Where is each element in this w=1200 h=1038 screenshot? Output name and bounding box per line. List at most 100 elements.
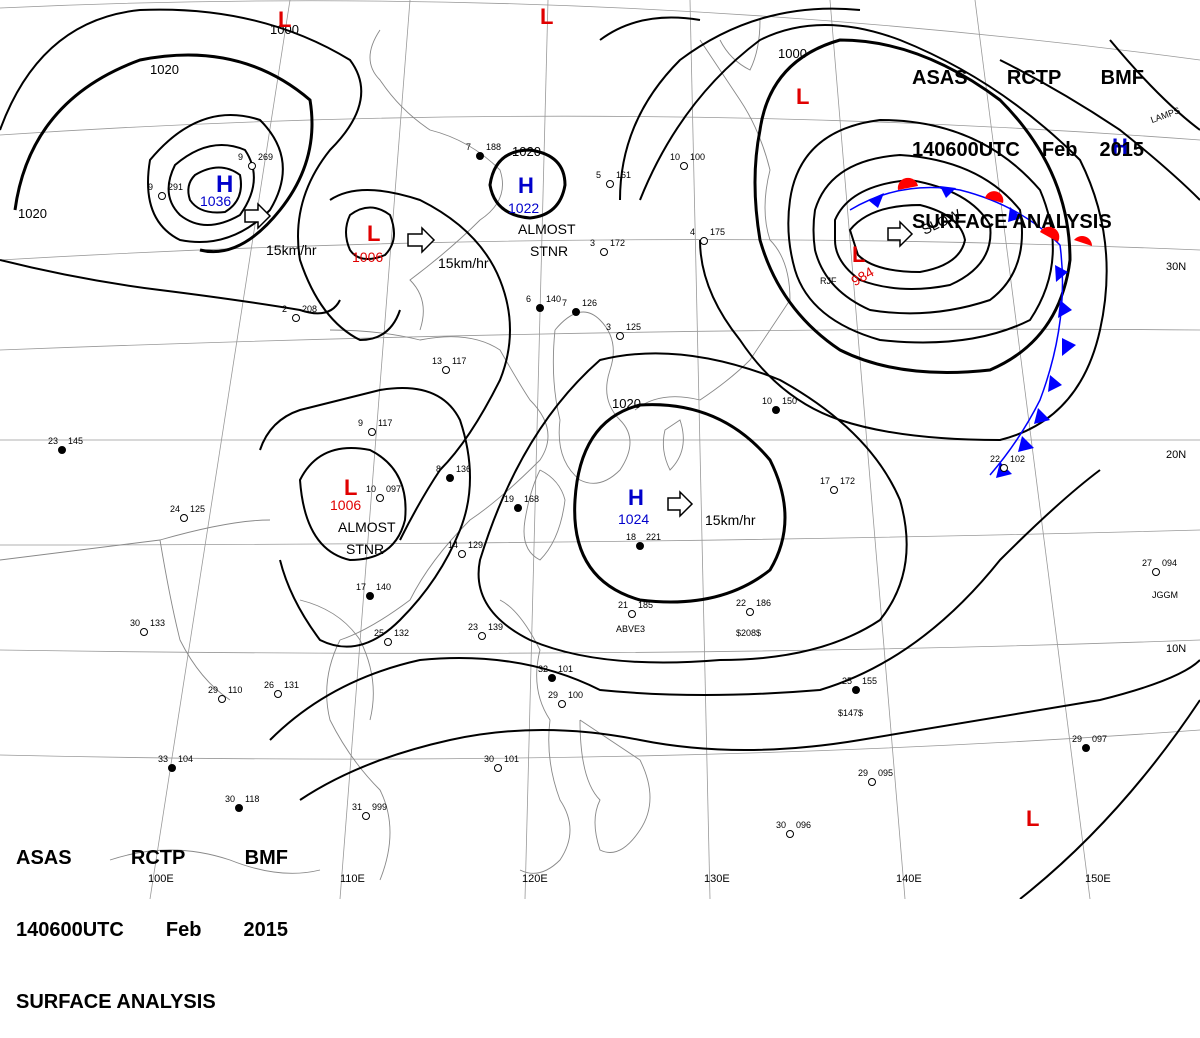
station-plot: 24 125 — [170, 504, 205, 522]
station-pressure: 132 — [394, 628, 409, 638]
station-pressure: 097 — [386, 484, 401, 494]
isobar — [0, 259, 341, 315]
station-pressure: 125 — [626, 322, 641, 332]
longitude-label: 120E — [522, 873, 548, 885]
station-temp: 18 — [626, 532, 636, 542]
annotation: $208$ — [736, 628, 761, 638]
station-plot: 17 140 — [356, 582, 391, 600]
high-symbol: H — [628, 485, 644, 510]
isobar — [619, 7, 861, 201]
station-plot: 10 097 — [366, 484, 401, 502]
station-pressure: 096 — [796, 820, 811, 830]
station-temp: 9 — [238, 152, 243, 162]
station-circle-icon — [274, 690, 282, 698]
cold-front-triangles — [868, 186, 1076, 478]
map-title-bottom: ASAS RCTP BMF 140600UTC Feb 2015 SURFACE ANA… — [16, 798, 288, 1038]
station-pressure: 150 — [782, 396, 797, 406]
station-temp: 30 — [776, 820, 786, 830]
station-circle-icon — [218, 695, 226, 703]
station-pressure: 269 — [258, 152, 273, 162]
station-temp: 4 — [690, 227, 695, 237]
station-temp: 24 — [170, 504, 180, 514]
station-pressure: 100 — [568, 690, 583, 700]
low-symbol: L — [540, 4, 553, 29]
low-symbol: L — [367, 221, 380, 246]
station-circle-icon — [600, 248, 608, 256]
station-plot: 22 102 — [990, 454, 1025, 472]
station-plot: 6 140 — [526, 294, 561, 312]
station-pressure: 101 — [504, 754, 519, 764]
arrow-icon — [887, 220, 914, 248]
isobar — [999, 59, 1200, 201]
station-pressure: 291 — [168, 182, 183, 192]
datetime: 140600UTC — [912, 139, 1020, 161]
station-plot: 14 129 — [448, 540, 483, 558]
station-plot: 30 096 — [776, 820, 811, 838]
station-temp: 5 — [596, 170, 601, 180]
occluded-front — [849, 177, 1092, 478]
station-temp: 26 — [264, 680, 274, 690]
station-temp: 8 — [436, 464, 441, 474]
station-circle-icon — [376, 494, 384, 502]
station-temp: 29 — [1072, 734, 1082, 744]
station-temp: 3 — [590, 238, 595, 248]
year: 2015 — [1099, 139, 1145, 161]
station-circle-icon — [58, 446, 66, 454]
station-temp: 10 — [762, 396, 772, 406]
isobar — [329, 189, 511, 541]
isobar — [187, 166, 242, 214]
station-pressure: 117 — [452, 356, 466, 366]
station-plot: 32 101 — [538, 664, 573, 682]
station-circle-icon — [1152, 568, 1160, 576]
station-temp: 25 — [374, 628, 384, 638]
low-symbol: L — [278, 7, 291, 32]
movement-arrows — [244, 202, 914, 518]
station-pressure: 110 — [228, 685, 242, 695]
annotation: JGGM — [1152, 590, 1178, 600]
isobar — [834, 178, 992, 290]
station-plot: 9 269 — [238, 152, 273, 170]
station-temp: 14 — [448, 540, 458, 550]
station-circle-icon — [292, 314, 300, 322]
low-symbol: L — [796, 84, 809, 109]
movement-speed: 15km/hr — [438, 255, 489, 271]
isobar-label: 1020 — [18, 206, 47, 221]
station-plot: 9 291 — [148, 182, 183, 200]
station-temp: 33 — [158, 754, 168, 764]
station-plot: 7 126 — [562, 298, 597, 316]
station-circle-icon — [442, 366, 450, 374]
station-temp: 22 — [990, 454, 1000, 464]
station-pressure: 172 — [610, 238, 625, 248]
movement-speed: 15km/hr — [705, 512, 756, 528]
isobar-label: 1020 — [612, 396, 641, 411]
station-circle-icon — [168, 764, 176, 772]
pressure-value: 1006 — [352, 249, 383, 265]
station-temp: 7 — [466, 142, 471, 152]
station-circle-icon — [680, 162, 688, 170]
station-temp: 29 — [208, 685, 218, 695]
station-circle-icon — [140, 628, 148, 636]
station-pressure: 101 — [558, 664, 573, 674]
longitude-label: 100E — [148, 873, 174, 885]
station-pressure: 117 — [378, 418, 392, 428]
station-circle-icon — [746, 608, 754, 616]
map-title-top: ASAS RCTP BMF 140600UTC Feb 2015 SURFACE ANA… — [912, 18, 1144, 258]
station-temp: 30 — [225, 794, 235, 804]
isobar — [0, 8, 401, 342]
isobar — [639, 24, 1108, 442]
station-pressure: 168 — [524, 494, 539, 504]
station-pressure: 094 — [1162, 558, 1177, 568]
warm-front-semicircles — [897, 177, 1092, 246]
station-pressure: 131 — [284, 680, 299, 690]
station-plot: 10 150 — [762, 396, 797, 414]
station-pressure: 104 — [178, 754, 193, 764]
annotation: $147$ — [838, 708, 863, 718]
latitude-label: 10N — [1166, 643, 1186, 655]
isobar — [787, 118, 1054, 344]
station-circle-icon — [368, 428, 376, 436]
station-circle-icon — [458, 550, 466, 558]
station-temp: 23 — [468, 622, 478, 632]
isobars — [0, 7, 1200, 899]
station-circle-icon — [180, 514, 188, 522]
